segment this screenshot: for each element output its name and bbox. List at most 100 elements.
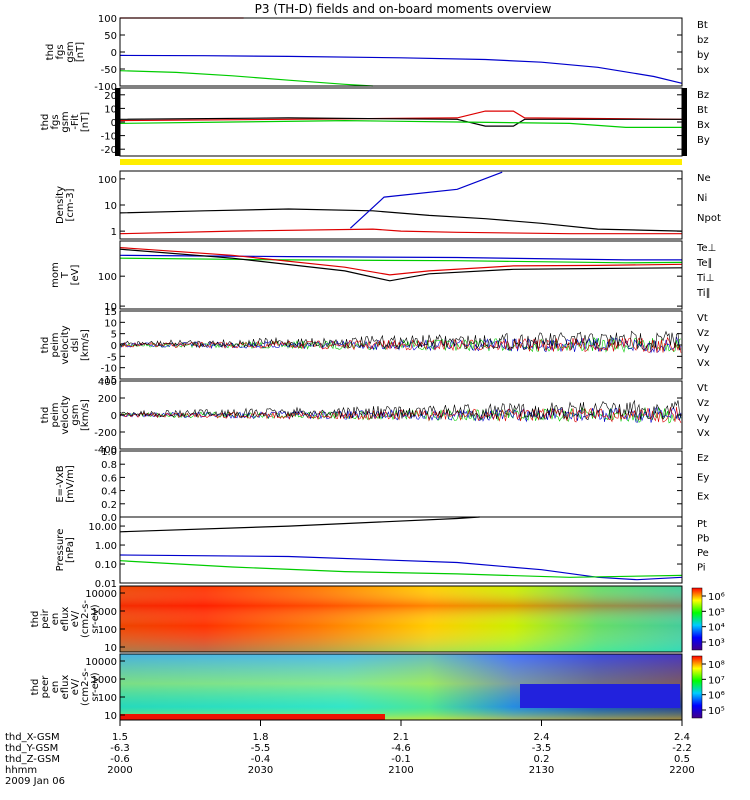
y-tick-label: 0	[111, 118, 117, 129]
y-axis-label: thd	[40, 337, 51, 354]
y-tick-label: 0.0	[101, 513, 117, 524]
y-tick-label: 100	[98, 272, 117, 283]
time-value: 2100	[388, 765, 413, 776]
colorbar-tick-label: 10⁷	[708, 675, 725, 686]
y-axis-label: en	[50, 613, 61, 626]
y-tick-label: 10	[104, 318, 117, 329]
y-tick-label: 10000	[85, 589, 117, 600]
velocity-trace	[119, 407, 682, 424]
xaxis-row-label: thd_Y-GSM	[5, 743, 58, 754]
y-axis-label: thd	[30, 611, 41, 628]
spectrogram-band	[120, 714, 385, 720]
legend-Pb: Pb	[697, 534, 709, 545]
velocity-trace	[119, 336, 682, 354]
colorbar-tick-label: 10⁶	[708, 592, 725, 603]
series-line-bx	[119, 54, 683, 84]
y-gsm-value: -4.6	[391, 743, 411, 754]
spectrogram-band	[520, 684, 680, 708]
x-gsm-value: 1.5	[112, 732, 128, 743]
series-line-Pe	[119, 560, 683, 578]
panel-frame	[119, 240, 683, 310]
series-line-Ti∥	[119, 257, 683, 264]
y-axis-label: (cm2-s-	[80, 600, 91, 638]
y-axis-label: peer	[40, 675, 51, 699]
y-tick-label: -200	[94, 428, 117, 439]
y-tick-label: 10.00	[88, 522, 117, 533]
series-line-Ti⊥	[119, 254, 682, 261]
panel-9: 10⁶ 10⁵ 10⁴ 10³ 10000 1000 100 10 thd peir en eflux…	[30, 585, 725, 654]
colorbar-tick-label: 10⁵	[708, 607, 725, 618]
legend-Bz: Bz	[697, 90, 709, 101]
colorbar	[691, 587, 703, 651]
z-gsm-value: 0.5	[674, 754, 690, 765]
y-tick-label: 15	[104, 307, 117, 318]
y-axis-label: en	[50, 681, 61, 694]
time-value: 2000	[107, 765, 132, 776]
series-line-By	[119, 119, 682, 129]
y-axis-label: eV/	[70, 610, 81, 627]
y-gsm-value: -3.5	[532, 743, 552, 754]
legend-Vy: Vy	[697, 413, 710, 424]
time-value: 2200	[669, 765, 694, 776]
status-bar	[120, 159, 682, 165]
xaxis-date-label: 2009 Jan 06	[5, 776, 65, 787]
legend-Ex: Ex	[697, 492, 709, 503]
legend-Vt: Vt	[697, 313, 708, 324]
xaxis-row-label: thd_X-GSM	[5, 732, 60, 743]
colorbar-tick-label: 10⁶	[708, 691, 725, 702]
y-axis-label: [cm-3]	[65, 188, 76, 221]
legend-Ey: Ey	[697, 472, 709, 483]
legend-Bt: Bt	[697, 105, 708, 116]
velocity-trace	[119, 330, 682, 351]
legend-Pi: Pi	[697, 563, 706, 574]
legend-Vz: Vz	[697, 398, 709, 409]
y-axis-label: fgs	[55, 44, 66, 59]
y-axis-label: [nT]	[75, 42, 86, 62]
y-tick-label: 200	[98, 394, 117, 405]
z-gsm-value: -0.6	[110, 754, 130, 765]
y-axis-label: gsm	[70, 404, 81, 425]
xaxis-row-label: hhmm	[5, 765, 37, 776]
y-axis-label: gsm	[65, 41, 76, 62]
y-axis-label: thd	[45, 44, 56, 61]
series-line-Pi	[119, 554, 683, 581]
x-gsm-value: 2.4	[674, 732, 690, 743]
legend-bx: bx	[697, 65, 709, 76]
legend-Ti⊥: Ti⊥	[696, 273, 714, 284]
y-tick-label: 5	[111, 330, 117, 341]
legend-Te∥: Te∥	[696, 258, 713, 269]
panel-frame	[119, 17, 683, 87]
legend-Ti∥: Ti∥	[696, 288, 711, 299]
edge-bar	[682, 88, 687, 156]
colorbar	[691, 655, 703, 719]
panel-frame	[119, 310, 683, 380]
y-tick-label: 0.10	[95, 560, 117, 571]
y-axis-label: [nT]	[80, 112, 91, 132]
y-tick-label: 10	[104, 201, 117, 212]
y-tick-label: 20	[104, 91, 117, 102]
y-axis-label: Pressure	[55, 529, 66, 572]
y-tick-label: -10	[101, 364, 117, 375]
y-tick-label: 400	[98, 377, 117, 388]
y-tick-label: 100	[98, 625, 117, 636]
y-axis-label: thd	[40, 114, 51, 131]
y-axis-label: velocity	[60, 325, 71, 364]
panel-frame	[119, 516, 683, 584]
y-tick-label: -400	[94, 445, 117, 456]
legend-By: By	[697, 135, 710, 146]
y-axis-label: peim	[50, 332, 61, 357]
y-axis-label: E=-VxB	[55, 465, 66, 502]
y-tick-label: 100	[98, 693, 117, 704]
y-tick-label: 0.6	[101, 473, 117, 484]
colorbar-tick-label: 10⁴	[708, 623, 725, 634]
panel-1: 100 50 0 -50 -100 thd fgs gsm [nT] Bt bz by bx	[45, 14, 709, 93]
y-tick-label: 10000	[85, 657, 117, 668]
y-gsm-value: -6.3	[110, 743, 130, 754]
legend-by: by	[697, 50, 709, 61]
legend-Ne: Ne	[697, 173, 711, 184]
legend-Npot: Npot	[697, 213, 721, 224]
y-axis-label: peim	[50, 402, 61, 427]
